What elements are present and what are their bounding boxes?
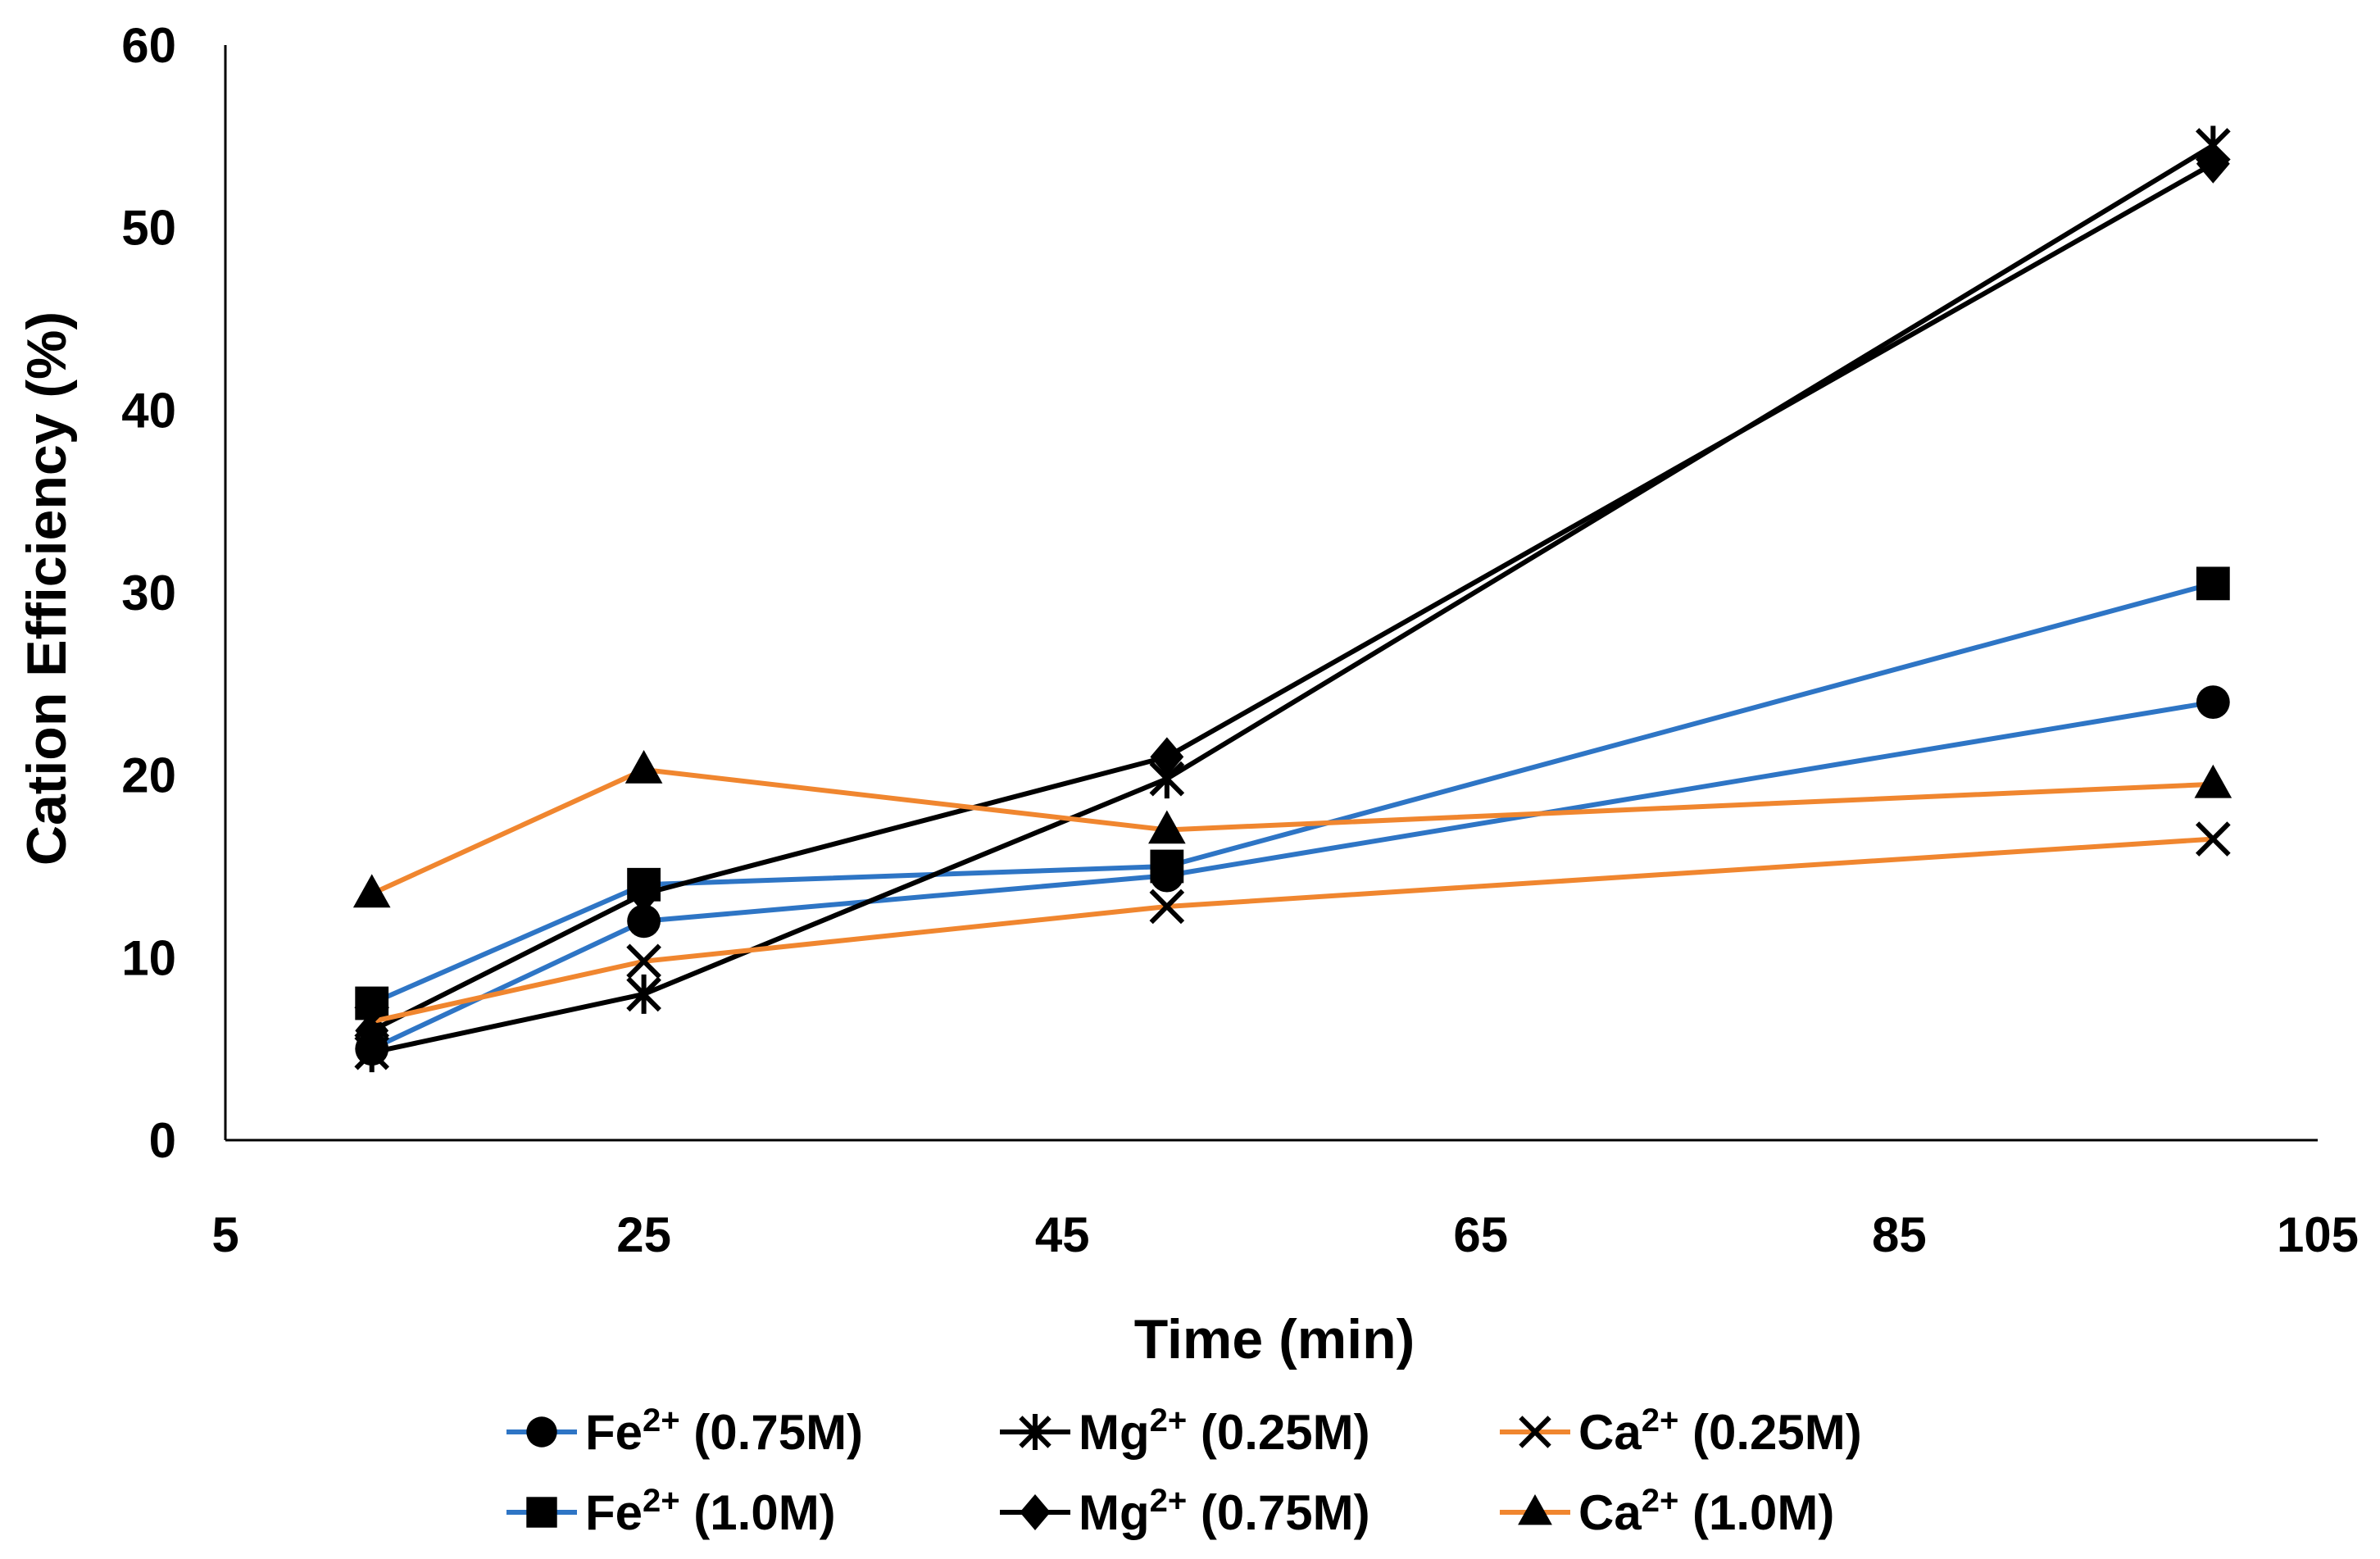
y-tick-label: 30 — [121, 566, 176, 620]
legend-item: Mg2+ (0.75M) — [1000, 1483, 1370, 1540]
series-line — [370, 161, 2214, 1034]
legend-item: Ca2+ (0.25M) — [1500, 1402, 1862, 1460]
y-axis-title: Cation Efficiency (%) — [16, 311, 78, 866]
legend-label: Ca2+ (1.0M) — [1578, 1483, 1834, 1540]
x-tick-labels: 5 25 45 65 85 105 — [211, 1207, 2359, 1262]
y-tick-label: 50 — [121, 201, 176, 256]
x-axis-title: Time (min) — [1134, 1308, 1415, 1370]
x-marker — [1149, 889, 1185, 925]
triangle-marker — [1148, 810, 1186, 844]
x-tick-label: 5 — [211, 1207, 238, 1262]
diamond-marker — [2196, 143, 2230, 184]
legend-item: Fe2+ (0.75M) — [506, 1402, 863, 1460]
legend-label: Mg2+ (0.25M) — [1079, 1402, 1370, 1460]
axes — [224, 45, 2318, 1142]
x-marker — [354, 1003, 390, 1039]
y-tick-label: 20 — [121, 748, 176, 803]
series-line — [371, 836, 2214, 1025]
x-tick-label: 85 — [1872, 1207, 1927, 1262]
y-tick-label: 10 — [121, 930, 176, 985]
legend-label: Fe2+ (1.0M) — [585, 1483, 836, 1540]
square-marker — [2196, 566, 2230, 601]
legend-item: Fe2+ (1.0M) — [506, 1483, 836, 1540]
triangle-marker — [1518, 1494, 1552, 1525]
square-marker — [1150, 849, 1184, 884]
circle-marker — [627, 904, 661, 939]
legend-label: Ca2+ (0.25M) — [1578, 1402, 1862, 1460]
series-line — [370, 766, 2214, 897]
x-marker — [2196, 821, 2231, 857]
diamond-marker — [1020, 1494, 1051, 1530]
x-marker — [626, 943, 661, 979]
legend-label: Fe2+ (0.75M) — [585, 1402, 863, 1460]
asterisk-marker — [626, 974, 661, 1014]
diamond-marker — [627, 874, 661, 914]
legend: Fe2+ (0.75M) Mg2+ (0.25M) Ca2+ (0.25M) Fe2+… — [506, 1402, 1862, 1540]
series-line — [370, 699, 2214, 1052]
triangle-marker — [625, 749, 663, 784]
y-tick-label: 40 — [121, 383, 176, 438]
triangle-marker — [352, 874, 391, 908]
asterisk-marker — [1019, 1414, 1051, 1450]
y-tick-label: 60 — [121, 18, 176, 73]
x-tick-label: 65 — [1453, 1207, 1508, 1262]
triangle-marker — [2194, 764, 2232, 798]
legend-item: Mg2+ (0.25M) — [1000, 1402, 1370, 1460]
circle-marker — [526, 1416, 557, 1448]
x-tick-label: 105 — [2277, 1207, 2359, 1262]
legend-label: Mg2+ (0.75M) — [1079, 1483, 1370, 1540]
series-layer — [352, 125, 2232, 1073]
square-marker — [526, 1497, 557, 1528]
x-tick-label: 45 — [1035, 1207, 1090, 1262]
y-tick-labels: 0 10 20 30 40 50 60 — [121, 18, 176, 1168]
circle-marker — [2196, 685, 2230, 719]
diamond-marker — [1150, 737, 1184, 777]
series-4 — [354, 821, 2231, 1039]
y-tick-label: 0 — [149, 1113, 176, 1168]
x-tick-label: 25 — [616, 1207, 671, 1262]
series-line — [370, 580, 2214, 1006]
series-5 — [352, 749, 2232, 908]
legend-item: Ca2+ (1.0M) — [1500, 1483, 1834, 1540]
series-3 — [355, 143, 2230, 1051]
x-marker — [1519, 1416, 1551, 1448]
